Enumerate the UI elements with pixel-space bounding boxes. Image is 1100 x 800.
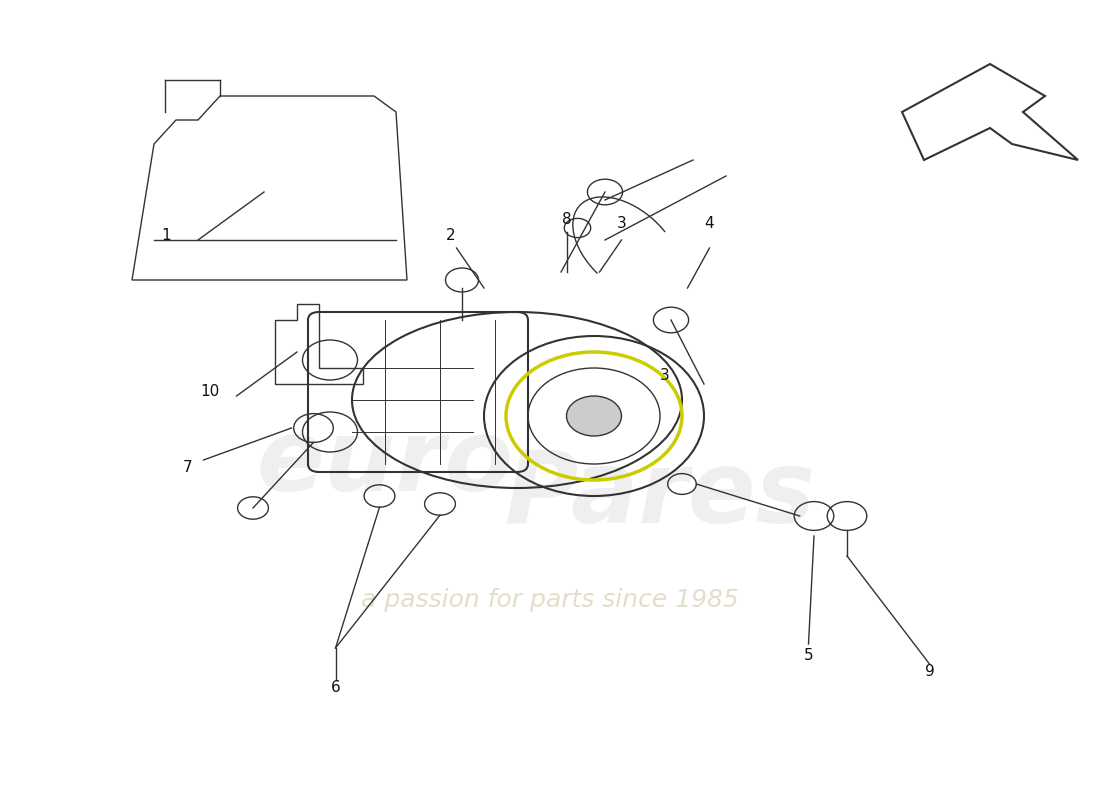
Text: 3: 3	[660, 368, 670, 383]
Text: euro: euro	[256, 415, 514, 513]
Text: 3: 3	[617, 216, 626, 231]
Text: 10: 10	[200, 384, 220, 399]
Text: 1: 1	[161, 228, 170, 243]
Text: 6: 6	[331, 680, 340, 695]
Text: a passion for parts since 1985: a passion for parts since 1985	[361, 588, 739, 612]
Text: 4: 4	[705, 216, 714, 231]
Text: 2: 2	[447, 228, 455, 243]
Text: 8: 8	[562, 212, 571, 227]
Text: 5: 5	[804, 648, 813, 663]
Text: 9: 9	[925, 664, 934, 679]
Text: Pares: Pares	[505, 447, 815, 545]
Text: 7: 7	[183, 460, 192, 475]
Circle shape	[566, 396, 621, 436]
Polygon shape	[902, 64, 1078, 160]
